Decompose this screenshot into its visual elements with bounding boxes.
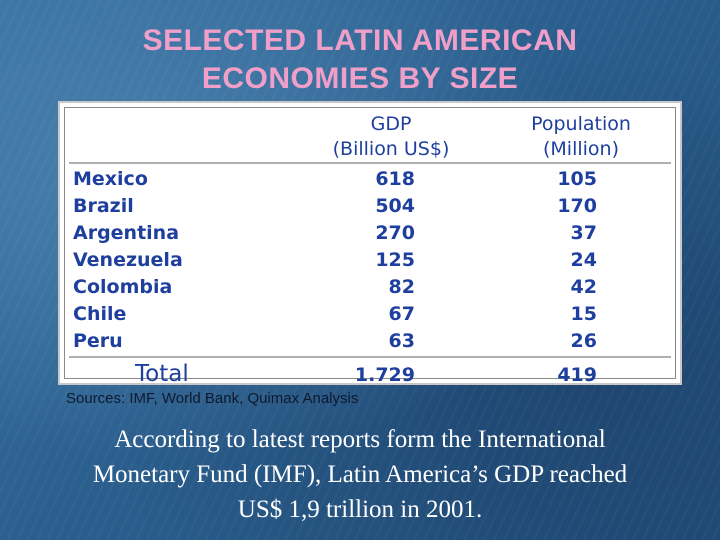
title-line-1: SELECTED LATIN AMERICAN xyxy=(142,24,578,57)
population-cell: 105 xyxy=(557,168,597,190)
gdp-cell: 82 xyxy=(388,276,415,298)
country-cell: Mexico xyxy=(73,168,148,190)
country-cell: Venezuela xyxy=(73,249,183,271)
slide-caption: According to latest reports form the Int… xyxy=(10,422,710,527)
gdp-cell: 270 xyxy=(375,222,415,244)
population-header-line-1: Population xyxy=(531,113,631,135)
country-cell: Peru xyxy=(73,330,123,352)
gdp-cell: 63 xyxy=(388,330,415,352)
country-cell: Brazil xyxy=(73,195,134,217)
total-population-cell: 419 xyxy=(557,364,597,386)
gdp-cell: 618 xyxy=(375,168,415,190)
caption-line-2: Monetary Fund (IMF), Latin America’s GDP… xyxy=(92,461,628,488)
population-header-line-2: (Million) xyxy=(543,138,619,160)
header-divider xyxy=(69,162,671,164)
country-cell: Colombia xyxy=(73,276,173,298)
gdp-cell: 504 xyxy=(375,195,415,217)
caption-line-1: According to latest reports form the Int… xyxy=(114,426,606,453)
population-cell: 170 xyxy=(557,195,597,217)
slide-title: SELECTED LATIN AMERICAN ECONOMIES BY SIZ… xyxy=(0,22,720,98)
country-cell: Chile xyxy=(73,303,127,325)
population-cell: 26 xyxy=(570,330,597,352)
caption-line-3: US$ 1,9 trillion in 2001. xyxy=(237,496,483,523)
gdp-header-line-2: (Billion US$) xyxy=(332,138,450,160)
population-cell: 42 xyxy=(570,276,597,298)
gdp-cell: 67 xyxy=(388,303,415,325)
table-frame: GDP (Billion US$) Population (Million) M… xyxy=(64,107,676,387)
title-line-2: ECONOMIES BY SIZE xyxy=(201,62,519,95)
sources-note: Sources: IMF, World Bank, Quimax Analysi… xyxy=(66,390,359,407)
total-gdp-cell: 1.729 xyxy=(354,364,415,386)
population-cell: 37 xyxy=(570,222,597,244)
total-divider xyxy=(69,356,671,358)
country-cell: Argentina xyxy=(73,222,180,244)
total-label: Total xyxy=(135,361,189,387)
population-header: Population (Million) xyxy=(501,112,661,162)
population-cell: 24 xyxy=(570,249,597,271)
economies-table: GDP (Billion US$) Population (Million) M… xyxy=(58,101,682,387)
population-cell: 15 xyxy=(570,303,597,325)
gdp-cell: 125 xyxy=(375,249,415,271)
gdp-header-line-1: GDP xyxy=(370,113,412,135)
gdp-header: GDP (Billion US$) xyxy=(291,112,491,162)
